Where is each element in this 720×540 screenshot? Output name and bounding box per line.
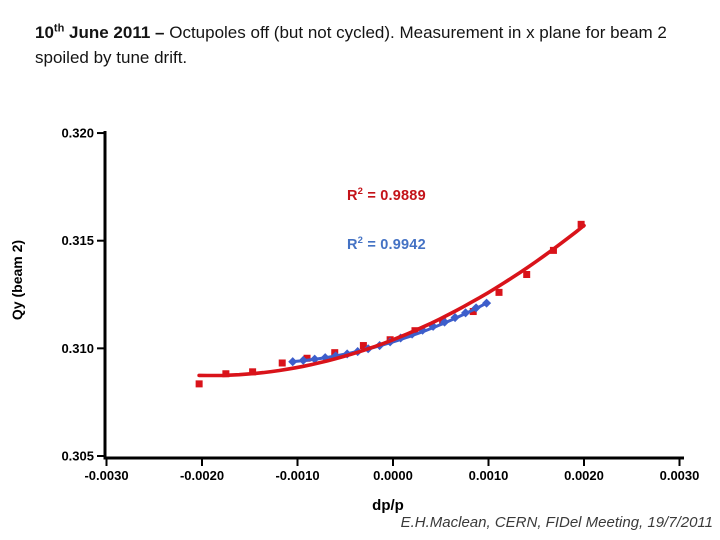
x-tick-label: -0.0030 <box>84 468 128 483</box>
r2-red-value: = 0.9889 <box>363 188 426 204</box>
data-point-square <box>303 354 311 362</box>
x-tick-label: 0.0010 <box>469 468 509 483</box>
x-tick-label: 0.0030 <box>660 468 700 483</box>
data-point-square <box>195 380 203 388</box>
slide-footer: E.H.Maclean, CERN, FIDel Meeting, 19/7/2… <box>400 514 713 531</box>
r2-red-exponent: 2 <box>357 186 364 198</box>
x-axis-title: dp/p <box>372 497 404 514</box>
data-point-square <box>249 368 257 376</box>
title-date-day: 10 <box>35 23 54 42</box>
slide-title: 10th June 2011 – Octupoles off (but not … <box>35 20 693 70</box>
data-point-square <box>278 359 286 367</box>
data-point-square <box>577 220 585 228</box>
y-tick-label: 0.315 <box>61 233 94 248</box>
r2-red-symbol: R <box>347 188 358 204</box>
data-point-square <box>523 271 531 279</box>
r2-blue-value: = 0.9942 <box>363 237 426 253</box>
r2-blue-symbol: R <box>347 237 358 253</box>
title-description: Octupoles off (but not cycled). Measurem… <box>35 23 667 67</box>
title-date-rest: June 2011 – <box>64 23 170 42</box>
data-point-square <box>359 342 367 350</box>
x-tick-label: -0.0020 <box>180 468 224 483</box>
y-tick-label: 0.320 <box>61 126 94 141</box>
title-date: 10th June 2011 – <box>35 23 169 42</box>
data-point-square <box>495 288 503 296</box>
r2-annotation-red: R2 = 0.9889 <box>347 186 426 204</box>
x-tick-label: 0.0020 <box>564 468 604 483</box>
title-date-ordinal: th <box>53 22 65 35</box>
y-tick-label: 0.310 <box>61 341 94 356</box>
y-axis-title: Qy (beam 2) <box>9 239 25 321</box>
trendline <box>197 223 586 378</box>
r2-annotation-blue: R2 = 0.9942 <box>347 235 426 253</box>
y-tick-label: 0.305 <box>61 449 94 464</box>
x-tick-label: 0.0000 <box>373 468 413 483</box>
r2-blue-exponent: 2 <box>357 235 364 247</box>
x-tick-label: -0.0010 <box>275 468 319 483</box>
